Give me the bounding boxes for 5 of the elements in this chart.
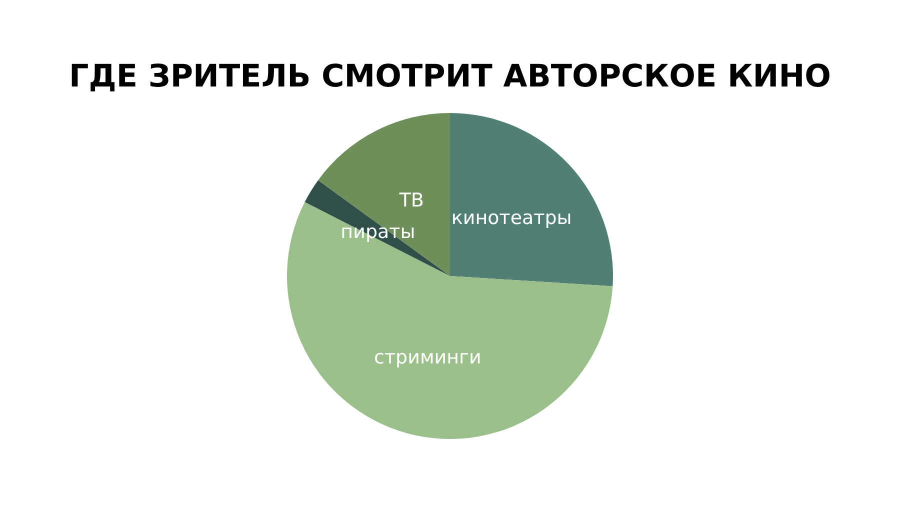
chart-title: ГДЕ ЗРИТЕЛЬ СМОТРИТ АВТОРСКОЕ КИНО (68, 58, 832, 94)
slice-label: ТВ (398, 190, 424, 212)
slice-label: пираты (340, 220, 416, 243)
slice-label: стриминги (374, 346, 482, 369)
slice-label: кинотеатры (451, 207, 572, 230)
